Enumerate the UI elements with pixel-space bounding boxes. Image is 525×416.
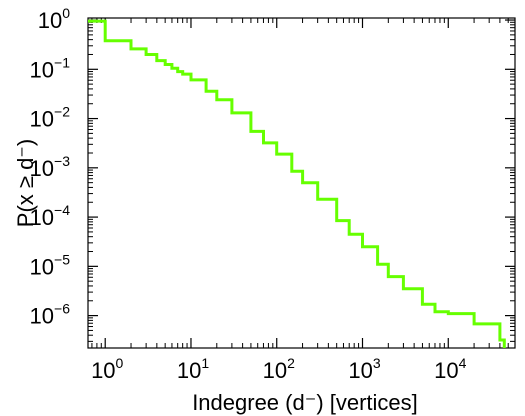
- major-ticks: [88, 18, 515, 348]
- series-layer: [88, 19, 506, 348]
- x-tick-label: 102: [263, 355, 295, 383]
- x-tick-label: 103: [348, 355, 380, 383]
- y-tick-label: 10−3: [30, 153, 71, 181]
- x-tick-label: 101: [177, 355, 209, 383]
- y-tick-label: 10−5: [30, 251, 71, 279]
- series-line: [88, 19, 506, 348]
- x-tick-label: 100: [91, 355, 123, 383]
- y-axis-title: P(x ≥ d⁻): [13, 139, 38, 227]
- y-tick-label: 100: [38, 5, 70, 33]
- tick-labels: 100 101 102 103 104 100 10−1 10−2 10−3 10−4 10−5 10…: [30, 5, 467, 383]
- y-tick-label: 10−2: [30, 104, 71, 132]
- y-tick-label: 10−4: [30, 202, 71, 230]
- minor-ticks: [88, 18, 516, 348]
- y-tick-label: 10−1: [30, 54, 71, 82]
- x-tick-label: 104: [434, 355, 466, 383]
- y-tick-label: 10−6: [30, 301, 71, 329]
- x-axis-title: Indegree (d⁻) [vertices]: [192, 390, 418, 415]
